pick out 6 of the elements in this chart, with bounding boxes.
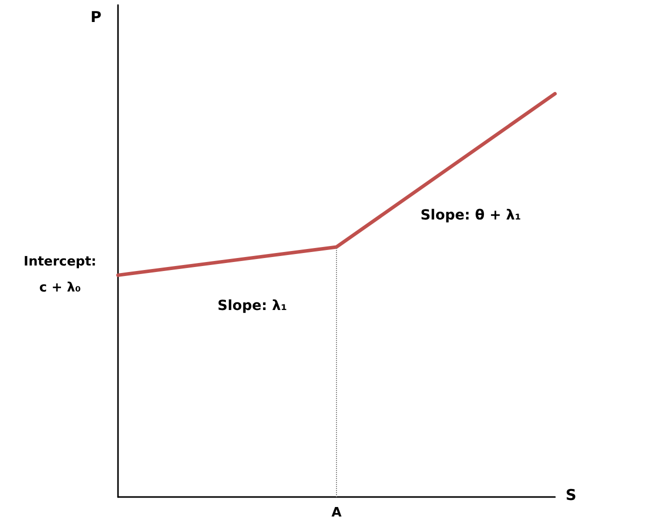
y-axis-title: P bbox=[90, 8, 102, 26]
annotation: Slope: θ + λ₁ bbox=[420, 207, 522, 224]
text: A bbox=[331, 506, 342, 520]
x-axis-title: S bbox=[566, 486, 576, 504]
text: Intercept: c + λ₀ bbox=[24, 254, 96, 296]
annotation: Slope: λ₁ bbox=[218, 298, 287, 314]
